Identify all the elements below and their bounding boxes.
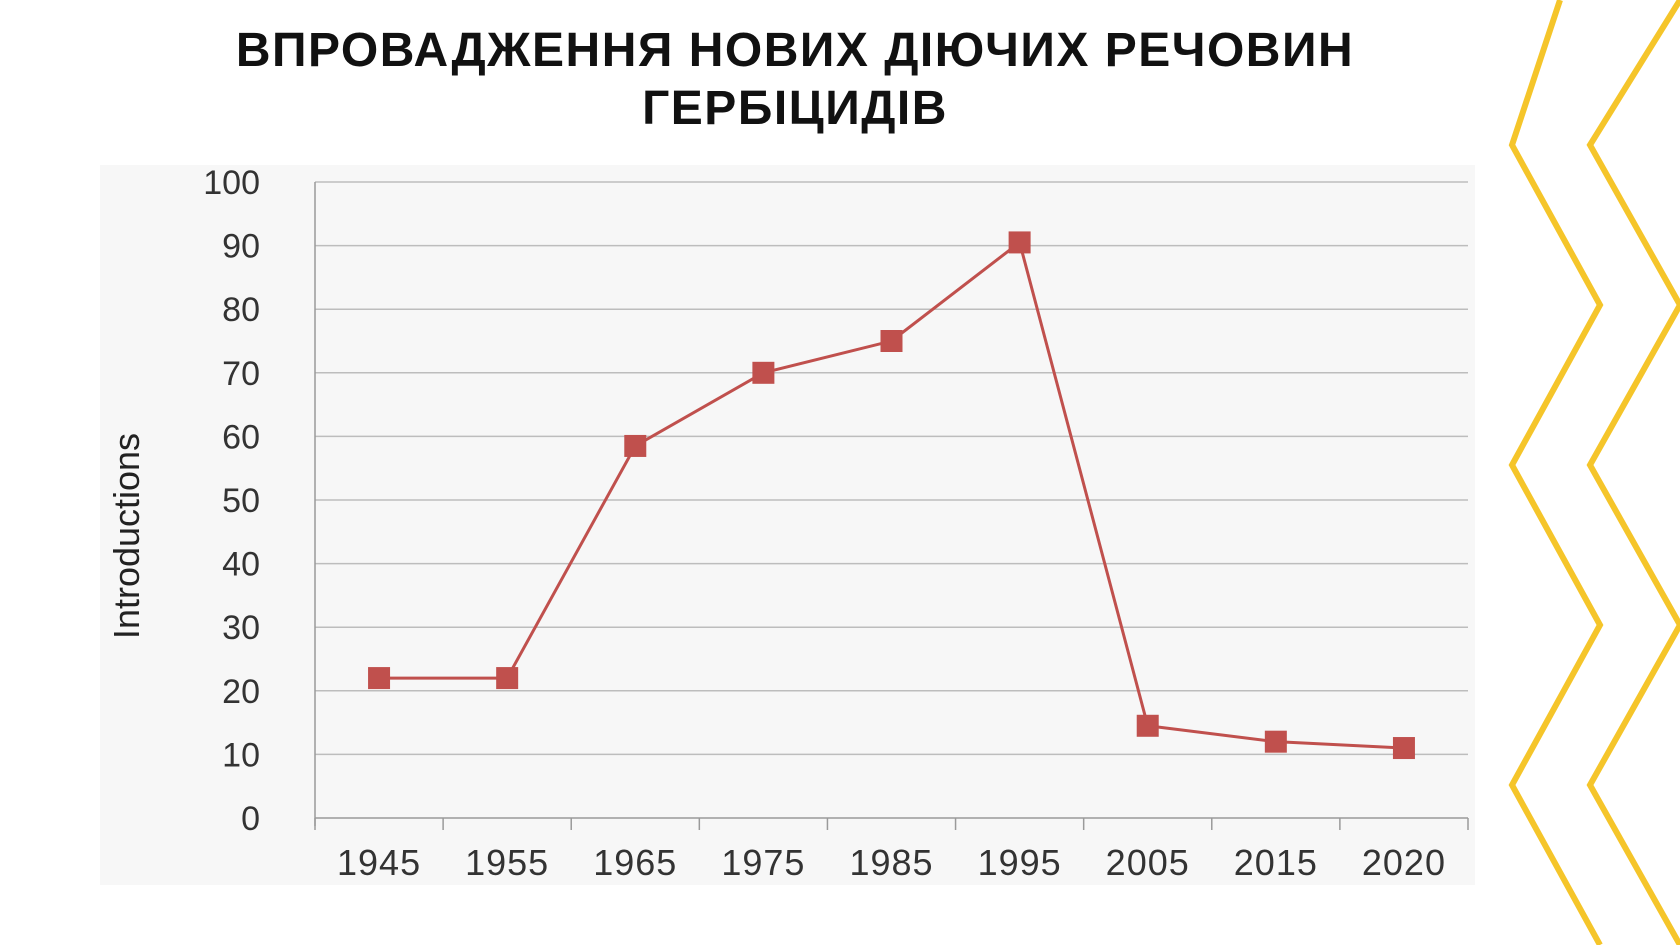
- yellow-zigzag-icon: [0, 0, 1680, 945]
